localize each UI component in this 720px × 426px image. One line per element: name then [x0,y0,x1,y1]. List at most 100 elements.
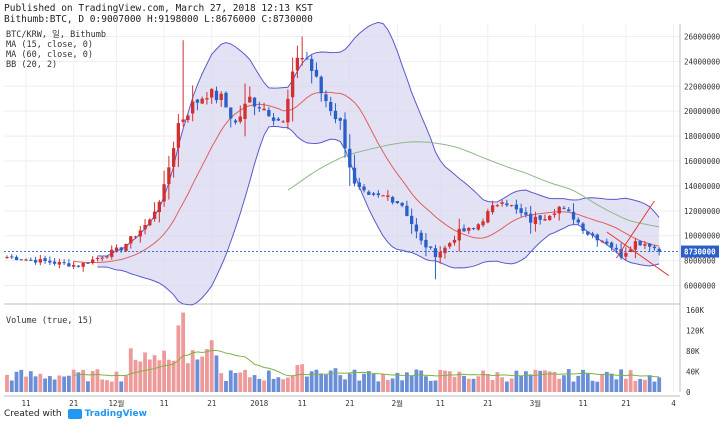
candle-body [286,98,290,123]
candle [595,233,599,247]
candle-body [509,205,514,207]
candle [419,230,423,245]
volume-bar [366,371,371,392]
candle [157,200,162,223]
volume-bar [71,369,76,392]
volume-bar [533,369,538,392]
candle-body [124,243,128,251]
candle-body [595,234,599,241]
volume-bar [571,381,576,392]
volume-tick-label: 0 [686,388,691,397]
candle-body [181,119,185,122]
volume-bars [5,312,662,392]
time-tick-label: 12월 [109,398,125,408]
volume-bar [143,352,147,392]
candle [324,90,328,108]
candle [395,200,400,204]
candle-body [528,213,533,223]
time-tick-label: 21 [345,399,354,408]
volume-bar [419,370,424,392]
candle-body [586,231,590,235]
volume-bar [300,364,305,392]
candle-body [267,109,271,117]
candle [48,256,52,266]
candle-body [57,261,62,265]
candle-body [462,228,466,232]
volume-bar [195,359,200,392]
candle [33,256,38,265]
volume-bar [590,380,595,392]
candle [505,199,509,207]
candle [86,262,90,264]
candle [376,190,380,198]
candle [186,114,190,123]
last-price-badge [681,245,719,258]
volume-bar [614,379,619,392]
candle [367,190,371,195]
candle [338,117,342,130]
candle [457,218,461,252]
candle-body [490,205,495,213]
candle [124,243,128,252]
candle [443,245,447,259]
volume-bar [462,375,466,392]
candle [352,154,357,187]
volume-bar [362,373,366,392]
volume-bar [176,325,181,392]
candle [43,255,47,264]
candle [181,40,185,127]
volume-bar [266,370,271,392]
volume-bar [24,376,28,392]
candle [643,241,647,250]
candle [486,208,490,224]
volume-bar [623,378,628,392]
candle-body [543,219,547,221]
candle-body [424,239,428,248]
volume-bar [424,376,428,392]
candle-body [643,244,647,246]
volume-bar [352,369,357,392]
volume-bar [385,379,390,392]
volume-bar [252,375,257,392]
candle-body [133,236,138,238]
candle [495,203,500,208]
candle-body [609,242,614,248]
volume-bar [528,374,533,392]
candle [143,219,147,235]
candle [343,112,347,158]
candle-body [333,110,338,120]
ma15-line [73,91,660,264]
volume-bar [481,370,485,392]
candle-body [371,193,376,195]
candle [657,247,661,256]
candle-body [162,184,166,202]
volume-bar [485,373,490,392]
candle [276,117,281,121]
volume-bar [343,379,347,392]
trendline-up [615,200,655,259]
volume-bar [281,379,286,392]
candle [248,86,252,103]
candle-body [429,246,433,248]
candle-body [152,211,157,219]
candle [81,262,85,272]
candle-body [314,69,319,77]
candle [5,255,9,259]
tradingview-brand[interactable]: TradingView [67,409,147,419]
price-tick-label: 26000000 [684,32,720,41]
volume-bar [609,373,614,392]
volume-bar [647,375,652,392]
volume-bar [124,375,128,392]
volume-bar [152,355,157,392]
published-line: Published on TradingView.com, March 27, … [4,3,313,14]
candle-body [367,191,371,195]
candle-body [452,239,457,243]
volume-bar [214,355,219,392]
candle [481,218,485,228]
volume-bar [171,360,176,392]
volume-bar [643,379,647,392]
volume-bar [490,379,495,392]
volume-bar [519,375,524,392]
volume-bar [514,370,519,392]
